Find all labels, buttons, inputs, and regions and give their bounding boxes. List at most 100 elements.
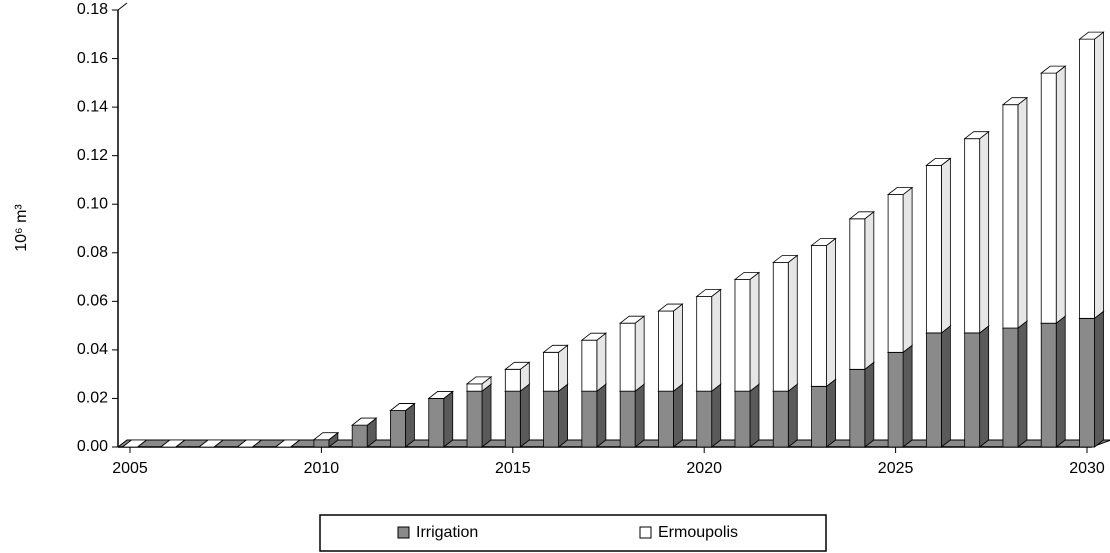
bar-segment — [925, 325, 952, 448]
bar — [504, 368, 521, 392]
bar-top — [197, 439, 225, 448]
bar — [887, 351, 904, 448]
bar-side — [902, 186, 913, 354]
bar-top — [236, 439, 263, 448]
x-tick-label: 2020 — [686, 460, 722, 477]
floor — [116, 439, 1110, 448]
y-tick-label: 0.10 — [77, 195, 108, 212]
bar — [1002, 104, 1019, 329]
bar-top — [733, 272, 761, 280]
bar-segment — [695, 288, 722, 392]
bar-segment — [925, 157, 952, 334]
legend-swatch — [639, 526, 652, 539]
bar — [466, 383, 483, 392]
bar — [964, 332, 981, 448]
bar-segment — [427, 390, 454, 448]
bar-segment — [504, 383, 531, 448]
y-tick-label: 0.02 — [77, 390, 108, 407]
bar-side — [749, 271, 760, 392]
y-tick-label: 0.08 — [77, 244, 108, 261]
bar-top — [657, 303, 684, 312]
bar-side — [558, 383, 568, 448]
bar-side — [1094, 31, 1104, 320]
bar-side — [979, 325, 990, 448]
bar — [811, 245, 827, 387]
bar — [504, 390, 521, 448]
bar — [428, 398, 445, 448]
bar-side — [481, 383, 492, 448]
legend-label: Irrigation — [416, 524, 478, 541]
bar-side — [940, 157, 951, 334]
bar-top — [886, 187, 914, 195]
bar-side — [979, 130, 990, 334]
bar-segment — [580, 383, 608, 448]
bar-top — [351, 417, 378, 426]
bar-side — [749, 383, 760, 448]
bar-segment — [580, 332, 608, 392]
bar — [772, 390, 789, 448]
bar-top — [312, 432, 340, 441]
bar — [658, 310, 674, 392]
bar-segment — [236, 439, 263, 448]
bar-top — [1040, 65, 1067, 74]
bar-segment — [733, 383, 761, 448]
bar-segment — [389, 403, 416, 411]
bar — [1040, 72, 1057, 324]
bar-segment — [274, 439, 301, 448]
bar — [734, 279, 751, 392]
bar-top — [772, 255, 799, 263]
bar — [619, 390, 636, 448]
bar-segment — [1040, 65, 1067, 325]
bar-segment — [159, 439, 186, 448]
y-tick-label: 0.06 — [77, 293, 108, 310]
bar — [1079, 317, 1095, 448]
bar — [925, 332, 942, 448]
bar-segment — [542, 344, 569, 392]
bar-segment — [465, 383, 493, 448]
bar — [849, 218, 866, 370]
bar — [925, 164, 942, 334]
bar-top — [389, 403, 416, 411]
bar-side — [596, 383, 607, 448]
bar-top — [465, 376, 493, 385]
bar-side — [634, 383, 645, 448]
bar-segment — [886, 344, 914, 448]
bar-segment — [465, 376, 493, 392]
bar — [390, 410, 406, 448]
y-tick-label: 0.04 — [77, 341, 108, 358]
bar-top — [925, 157, 952, 166]
bar — [811, 385, 827, 448]
bar-side — [1055, 65, 1066, 325]
bar-side — [940, 325, 951, 448]
bar-segment — [963, 325, 990, 448]
bar — [772, 262, 789, 392]
bar — [734, 390, 751, 448]
legend-label: Ermoupolis — [658, 524, 738, 541]
y-tick-label: 0.12 — [77, 147, 108, 164]
bar-segment — [1001, 320, 1029, 448]
bar-segment — [810, 237, 837, 388]
y-tick-label: 0.00 — [77, 438, 108, 455]
bar-side — [864, 361, 875, 448]
bar-side — [711, 288, 722, 392]
bar — [849, 368, 866, 448]
bar-segment — [427, 391, 454, 399]
bar-segment — [963, 130, 990, 334]
bar-side — [443, 390, 454, 448]
bar-side — [1094, 310, 1104, 448]
bar — [658, 390, 674, 448]
bar-side — [864, 210, 875, 371]
bar-side — [1017, 320, 1028, 448]
bar-segment — [772, 383, 799, 448]
bar-segment — [886, 186, 914, 354]
y-tick-label: 0.18 — [77, 1, 108, 18]
bar-segment — [1078, 310, 1105, 448]
bar-side — [405, 402, 415, 448]
bar-segment — [197, 439, 225, 448]
legend-box — [319, 514, 827, 552]
bar — [543, 390, 559, 448]
bar-side — [787, 254, 798, 392]
bar-side — [826, 237, 836, 388]
y-axis-back — [117, 2, 128, 11]
bar-top — [963, 131, 990, 140]
